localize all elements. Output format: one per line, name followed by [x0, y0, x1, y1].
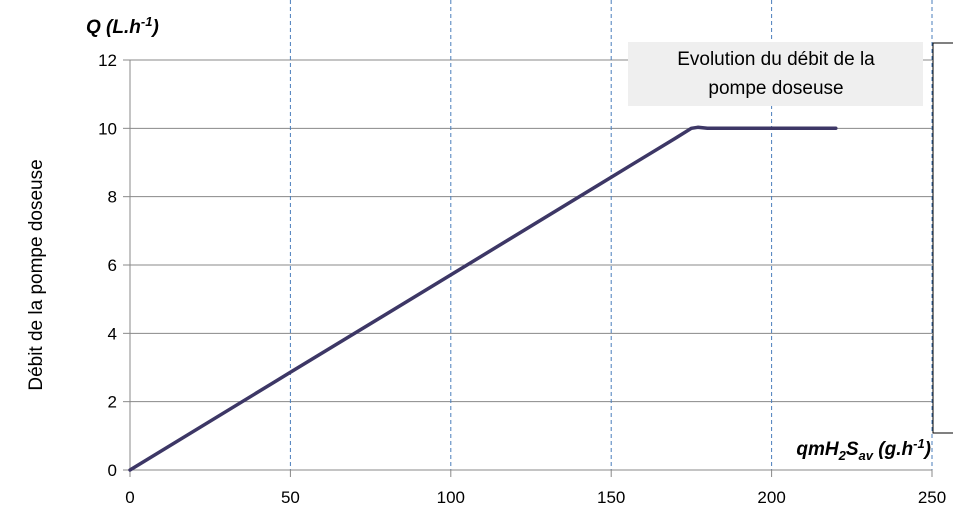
x-tick-label: 150 — [597, 488, 625, 507]
y-tick-label: 10 — [98, 119, 117, 138]
x-quantity-main: qmH — [796, 439, 840, 460]
annotation-line-1: Evolution du débit de la — [677, 49, 875, 70]
y-tick-label: 4 — [108, 324, 117, 343]
x-quantity-sub2: av — [859, 448, 874, 463]
x-tick-label: 250 — [918, 488, 946, 507]
y-tick-label: 12 — [98, 51, 117, 70]
y-quantity-tail: ) — [150, 17, 158, 38]
y-axis-label: Débit de la pompe doseuse — [26, 159, 47, 390]
legend-box — [932, 42, 953, 434]
x-tick-label: 100 — [437, 488, 465, 507]
x-quantity-sup: -1 — [913, 436, 925, 451]
x-tick-label: 200 — [757, 488, 785, 507]
y-tick-label: 2 — [108, 393, 117, 412]
y-quantity-label: Q (L.h-1) — [86, 14, 159, 38]
series-layer — [128, 125, 838, 472]
y-quantity-main: Q (L.h — [86, 17, 141, 38]
y-quantity-sup: -1 — [141, 14, 153, 29]
x-quantity-mid: S — [846, 439, 859, 460]
y-tick-label: 8 — [108, 188, 117, 207]
gridlines — [130, 0, 933, 470]
x-tick-label: 0 — [125, 488, 134, 507]
y-tick-label: 6 — [108, 256, 117, 275]
axes — [123, 59, 933, 477]
x-quantity-tail: ) — [923, 439, 931, 460]
x-quantity-sub1: 2 — [838, 448, 847, 463]
x-tick-label: 50 — [281, 488, 300, 507]
x-quantity-label: qmH2Sav (g.h-1) — [796, 436, 931, 463]
tick-labels: 0 2 4 6 8 10 12 0 50 100 150 200 250 — [98, 51, 946, 507]
y-tick-label: 0 — [108, 461, 117, 480]
series-line — [128, 125, 838, 472]
x-quantity-rest: (g.h — [873, 439, 913, 460]
annotation-line-2: pompe doseuse — [708, 78, 843, 99]
annotation-box — [628, 42, 923, 106]
